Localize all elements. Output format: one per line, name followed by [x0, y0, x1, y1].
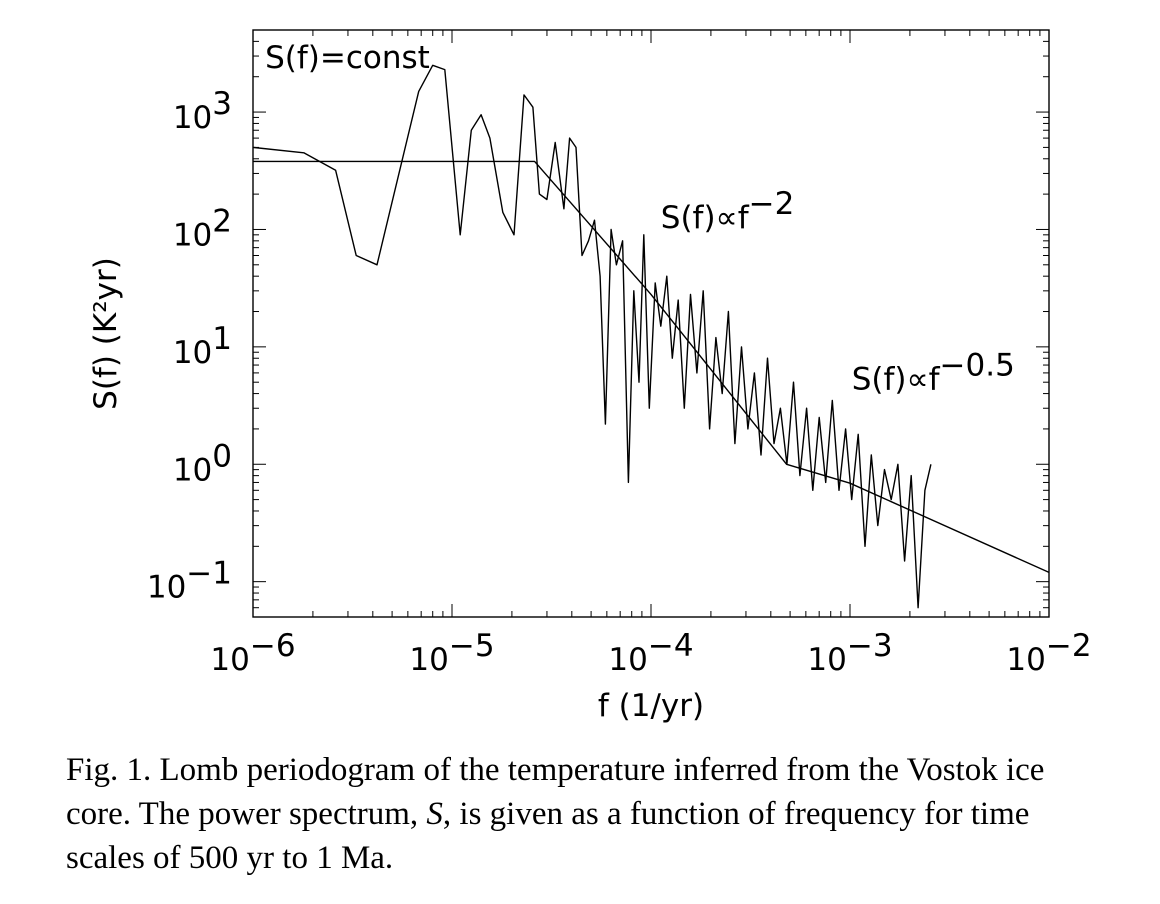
caption-text-end: , is given as a function of frequency fo…: [66, 796, 1030, 876]
x-tick-label: 10−5: [409, 628, 494, 678]
chart-figure: 10−6 10−5 10−4 10−3 10−2 10−1 100 101 102 103 S(f…: [88, 29, 1092, 724]
annotation-label: S(f)∝f−0.5: [852, 347, 1015, 397]
annotation-label: S(f)∝f−2: [661, 186, 795, 236]
x-axis-label: f (1/yr): [598, 688, 704, 724]
fit-line: [253, 160, 1050, 574]
annotations: S(f)=const S(f)∝f−2 S(f)∝f−0.5: [265, 40, 1015, 397]
x-tick-label: 10−3: [807, 628, 892, 678]
chart-svg: 10−6 10−5 10−4 10−3 10−2 10−1 100 101 102 103 S(f…: [88, 29, 1092, 724]
x-tick-label: 10−2: [1006, 628, 1091, 678]
y-tick-label: 101: [173, 321, 232, 371]
caption-symbol: S: [426, 796, 443, 832]
y-tick-label: 102: [173, 203, 232, 253]
series-group: [252, 64, 1050, 609]
caption-text-start: Fig. 1. Lomb periodogram of the temperat…: [66, 752, 1045, 832]
plot-frame: [252, 29, 1050, 618]
axis-labels: 10−6 10−5 10−4 10−3 10−2 10−1 100 101 102 103: [147, 86, 1092, 678]
y-tick-label: 10−1: [147, 556, 232, 606]
x-tick-label: 10−4: [608, 628, 693, 678]
y-tick-label: 103: [173, 86, 232, 136]
y-tick-label: 100: [173, 438, 232, 488]
y-axis-label: S(f) (K²yr): [88, 257, 124, 410]
axis-ticks: [252, 29, 1049, 618]
figure-caption: Fig. 1. Lomb periodogram of the temperat…: [66, 748, 1076, 880]
annotation-label: S(f)=const: [265, 40, 430, 76]
x-tick-label: 10−6: [210, 628, 295, 678]
spectrum-line: [252, 64, 932, 609]
